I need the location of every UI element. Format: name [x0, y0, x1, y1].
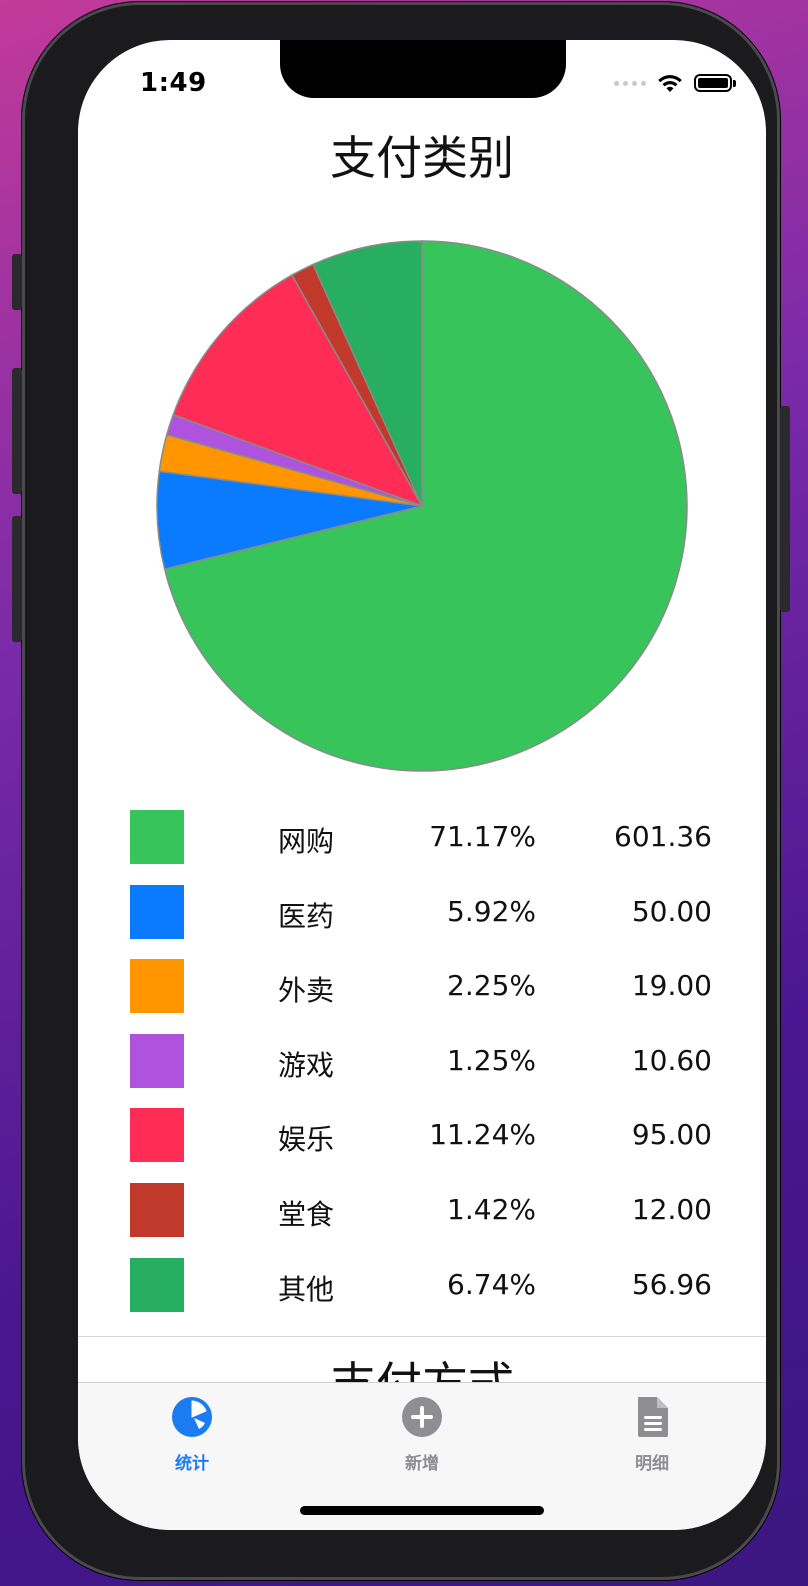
legend-row: 娱乐 11.24% 95.00 [78, 1108, 766, 1164]
legend-swatch [130, 1183, 184, 1237]
page-title: 支付类别 [330, 131, 514, 185]
legend-percentage: 5.92% [447, 894, 536, 928]
phone-frame: 1:49 支付类别 网购 71.17% 601.36 医药 5.92% 50.00 外卖 2.… [12, 2, 790, 1580]
legend-row: 医药 5.92% 50.00 [78, 884, 766, 941]
legend-amount: 50.00 [631, 894, 712, 928]
legend-row: 外卖 2.25% 19.00 [78, 959, 766, 1015]
legend-row: 堂食 1.42% 12.00 [78, 1183, 766, 1239]
legend-swatch [130, 959, 184, 1014]
legend-amount: 19.00 [631, 969, 712, 1003]
section-divider [78, 1336, 766, 1337]
legend-category-name: 网购 [278, 825, 335, 858]
pie-slice-6 [312, 240, 423, 507]
legend-row: 游戏 1.25% 10.60 [78, 1033, 766, 1090]
tab-details-label: 明细 [635, 1454, 669, 1474]
tab-stats-label: 统计 [175, 1454, 209, 1474]
legend-category-name: 其他 [278, 1272, 335, 1306]
legend-category-name: 外卖 [278, 974, 335, 1008]
home-indicator [300, 1506, 544, 1515]
document-icon [638, 1397, 668, 1437]
volume-up-button [12, 368, 22, 494]
legend-swatch [130, 884, 184, 939]
legend-percentage: 6.74% [447, 1267, 536, 1301]
battery-icon [694, 74, 736, 92]
tab-bar: 统计 新增 明细 [78, 1382, 766, 1530]
legend-percentage: 11.24% [429, 1118, 536, 1152]
legend-percentage: 2.25% [447, 969, 536, 1003]
tab-details[interactable]: 明细 [592, 1395, 712, 1474]
wifi-icon [658, 75, 682, 92]
legend-percentage: 1.42% [447, 1193, 536, 1226]
legend-row: 其他 6.74% 56.96 [78, 1257, 766, 1314]
pie-chart [156, 240, 688, 772]
mute-switch [12, 254, 22, 310]
tab-add-label: 新增 [405, 1454, 439, 1474]
legend-category-name: 堂食 [278, 1198, 335, 1231]
legend-amount: 12.00 [631, 1193, 712, 1226]
legend-amount: 95.00 [631, 1118, 712, 1152]
pie-slice-4 [172, 274, 424, 508]
legend-percentage: 71.17% [429, 820, 536, 853]
notch [280, 40, 566, 98]
legend-category-name: 游戏 [278, 1048, 335, 1082]
legend-amount: 56.96 [631, 1267, 712, 1301]
legend-amount: 601.36 [614, 820, 712, 853]
legend-swatch [130, 1257, 184, 1312]
legend-swatch [130, 1033, 184, 1088]
cellular-signal-icon [614, 80, 646, 86]
legend-category-name: 娱乐 [278, 1123, 335, 1157]
tab-stats[interactable]: 统计 [132, 1395, 252, 1474]
legend-swatch [130, 810, 184, 864]
pie-slice-0 [163, 240, 688, 772]
tab-add[interactable]: 新增 [362, 1395, 482, 1474]
legend-percentage: 1.25% [447, 1043, 536, 1077]
status-time: 1:49 [140, 68, 207, 98]
legend-amount: 10.60 [631, 1043, 712, 1077]
volume-down-button [12, 516, 22, 642]
status-icons [614, 70, 736, 96]
legend-swatch [130, 1108, 184, 1163]
legend-category-name: 医药 [278, 899, 335, 933]
legend-row: 网购 71.17% 601.36 [78, 810, 766, 866]
pie-chart-icon [172, 1397, 212, 1437]
screen: 1:49 支付类别 网购 71.17% 601.36 医药 5.92% 50.00 外卖 2.… [78, 40, 766, 1530]
power-button [780, 406, 790, 612]
plus-circle-icon [402, 1397, 442, 1437]
